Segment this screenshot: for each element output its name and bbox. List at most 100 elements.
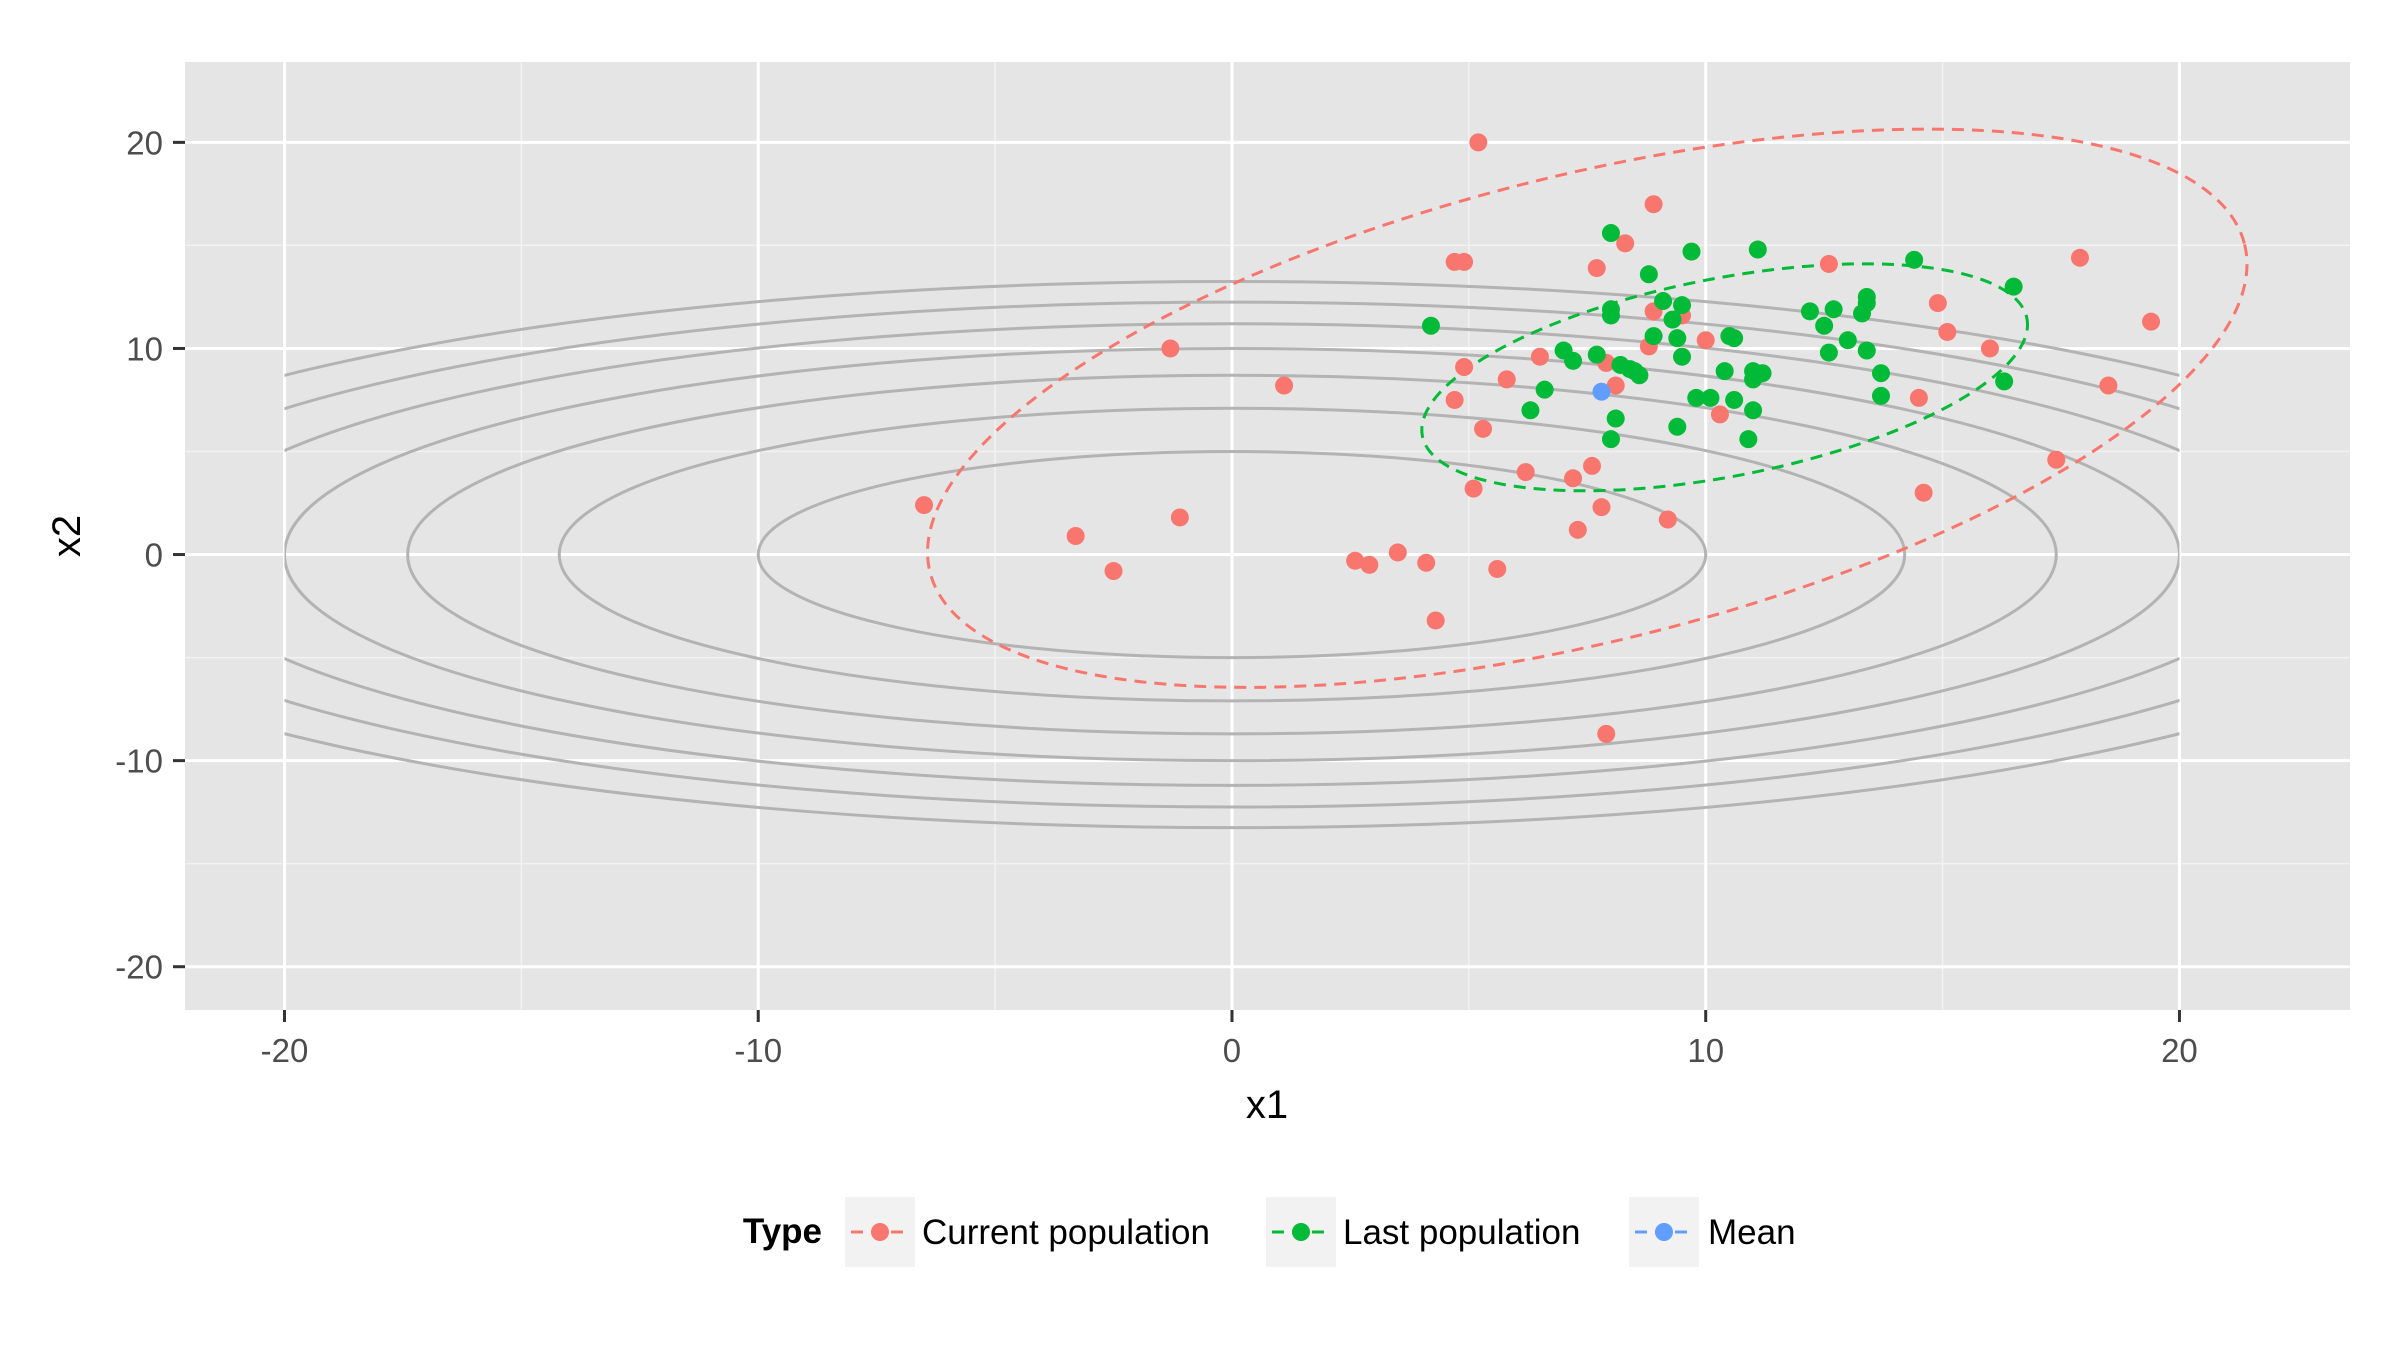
mean-point [1592, 382, 1611, 401]
current-population-point [1417, 553, 1436, 572]
current-population-point [1938, 322, 1957, 341]
legend-items: Current population Last population Mean [845, 1197, 1796, 1267]
current-population-point [2099, 376, 2118, 395]
current-population-point [1568, 520, 1587, 539]
current-population-point [1388, 543, 1407, 562]
current-population-point [2047, 450, 2066, 469]
current-population-point [1426, 611, 1445, 630]
x-tick-label: 0 [1223, 1032, 1241, 1069]
legend-key-point [1655, 1223, 1673, 1241]
last-population-point [1815, 316, 1834, 335]
current-population-point [1928, 294, 1947, 313]
current-population-point [1597, 724, 1616, 743]
current-population-point [1170, 508, 1189, 527]
current-population-point [1644, 195, 1663, 214]
current-population-point [1658, 510, 1677, 529]
current-population-point [1275, 376, 1294, 395]
last-population-ellipse [1420, 262, 2030, 493]
last-population-point [1824, 300, 1843, 319]
current-population-point [1488, 559, 1507, 578]
last-population-point [1668, 329, 1687, 348]
last-population-point [1606, 409, 1625, 428]
current-population-point [1530, 347, 1549, 366]
axes: -20 -10 0 10 20 -20 -10 0 10 20 [115, 124, 2198, 1069]
last-population-point [2004, 277, 2023, 296]
last-population-point [1673, 347, 1692, 366]
current-population-point [2070, 248, 2089, 267]
current-population-point [1464, 479, 1483, 498]
confidence-ellipses [926, 127, 2249, 689]
current-population-point [1592, 498, 1611, 517]
current-population-point [1909, 388, 1928, 407]
legend-label-current-population: Current population [922, 1213, 1210, 1252]
last-population-point [1630, 366, 1649, 385]
legend-label-last-population: Last population [1343, 1213, 1580, 1252]
contour-line [284, 280, 2180, 830]
last-population-point [1687, 388, 1706, 407]
current-population-ellipse [926, 127, 2249, 689]
y-tick-label: 0 [145, 537, 163, 574]
last-population-point [1601, 224, 1620, 243]
last-population-point [1725, 390, 1744, 409]
legend-key-point [1292, 1223, 1310, 1241]
current-population-point [1469, 133, 1488, 152]
last-population-point [1601, 430, 1620, 449]
contour-line [406, 373, 2058, 736]
last-population-point [1682, 242, 1701, 261]
background-contours [284, 280, 2180, 830]
current-population-point [1516, 463, 1535, 482]
last-population-point [1871, 364, 1890, 383]
y-tick-label: 20 [126, 124, 163, 161]
last-population-point [1725, 329, 1744, 348]
last-population-point [1857, 287, 1876, 306]
contour-line [284, 300, 2180, 809]
last-population-point [1744, 401, 1763, 420]
legend-key-point [871, 1223, 889, 1241]
scatter-points [915, 133, 2161, 743]
current-population-point [2142, 312, 2161, 331]
current-population-point [1587, 259, 1606, 278]
current-population-point [1819, 254, 1838, 273]
current-population-point [1914, 483, 1933, 502]
last-population-point [1535, 380, 1554, 399]
y-axis-title: x2 [45, 515, 89, 557]
current-population-point [1360, 555, 1379, 574]
contour-line [284, 347, 2180, 763]
current-population-point [1606, 376, 1625, 395]
current-population-point [1497, 370, 1516, 389]
current-population-point [1564, 469, 1583, 488]
legend: Type Current population Last population Me… [743, 1197, 1796, 1267]
current-population-point [915, 496, 934, 515]
y-tick-label: 10 [126, 330, 163, 367]
last-population-point [1739, 430, 1758, 449]
contour-line [557, 406, 1907, 703]
current-population-point [1583, 456, 1602, 475]
x-tick-label: -10 [734, 1032, 782, 1069]
last-population-point [1654, 292, 1673, 311]
current-population-point [1455, 358, 1474, 377]
last-population-point [1905, 250, 1924, 269]
contour-line [284, 322, 2180, 787]
x-tick-label: 10 [1687, 1032, 1724, 1069]
last-population-point [1857, 341, 1876, 360]
last-population-point [1701, 388, 1720, 407]
current-population-point [1104, 562, 1123, 581]
last-population-point [1564, 351, 1583, 370]
current-population-point [1445, 390, 1464, 409]
last-population-point [1819, 343, 1838, 362]
legend-title: Type [743, 1212, 822, 1251]
y-tick-label: -10 [115, 743, 163, 780]
y-tick-label: -20 [115, 949, 163, 986]
legend-label-mean: Mean [1708, 1213, 1796, 1252]
last-population-point [1673, 296, 1692, 315]
last-population-point [1838, 331, 1857, 350]
last-population-point [1668, 417, 1687, 436]
last-population-point [1753, 364, 1772, 383]
last-population-point [1663, 310, 1682, 329]
current-population-point [1980, 339, 1999, 358]
current-population-point [1346, 551, 1365, 570]
x-tick-label: 20 [2161, 1032, 2198, 1069]
last-population-point [1587, 345, 1606, 364]
last-population-point [1871, 386, 1890, 405]
